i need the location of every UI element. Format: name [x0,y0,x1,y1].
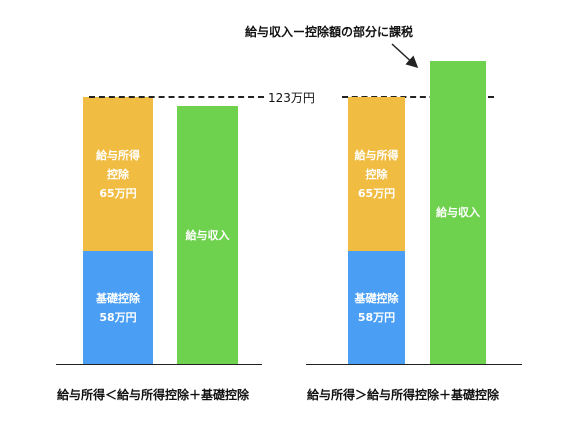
right-baseline [306,364,522,365]
taxable-annotation: 給与収入ー控除額の部分に課税 [245,25,414,39]
left-baseline [56,364,262,365]
left-salary-deduction-line2: 控除 [107,167,129,181]
left-salary-income-block: 給与収入 [177,106,238,364]
left-basic-deduction-line1: 基礎控除 [96,291,140,305]
right-basic-deduction-block: 基礎控除 58万円 [348,251,405,364]
right-salary-income-block: 給与収入 [430,61,486,364]
right-basic-deduction-amount: 58万円 [357,310,396,324]
left-basic-deduction-block: 基礎控除 58万円 [83,251,153,364]
right-salary-income-label: 給与収入 [436,206,480,219]
right-salary-deduction-line1: 給与所得 [354,148,399,162]
left-salary-deduction-block: 給与所得 控除 65万円 [83,97,153,251]
right-caption: 給与所得＞給与所得控除＋基礎控除 [307,388,500,402]
left-basic-deduction-amount: 58万円 [99,310,137,324]
right-salary-deduction-line2: 控除 [365,167,388,181]
right-salary-deduction-amount: 65万円 [357,186,396,200]
right-threshold-line [342,96,494,98]
left-caption: 給与所得＜給与所得控除＋基礎控除 [57,388,250,402]
left-salary-deduction-amount: 65万円 [99,186,137,200]
left-salary-deduction-line1: 給与所得 [96,148,140,162]
left-threshold-line [89,96,264,98]
left-salary-income-label: 給与収入 [185,228,230,242]
threshold-label: 123万円 [268,91,315,105]
right-basic-deduction-line1: 基礎控除 [354,291,399,305]
right-salary-deduction-block: 給与所得 控除 65万円 [348,97,405,251]
